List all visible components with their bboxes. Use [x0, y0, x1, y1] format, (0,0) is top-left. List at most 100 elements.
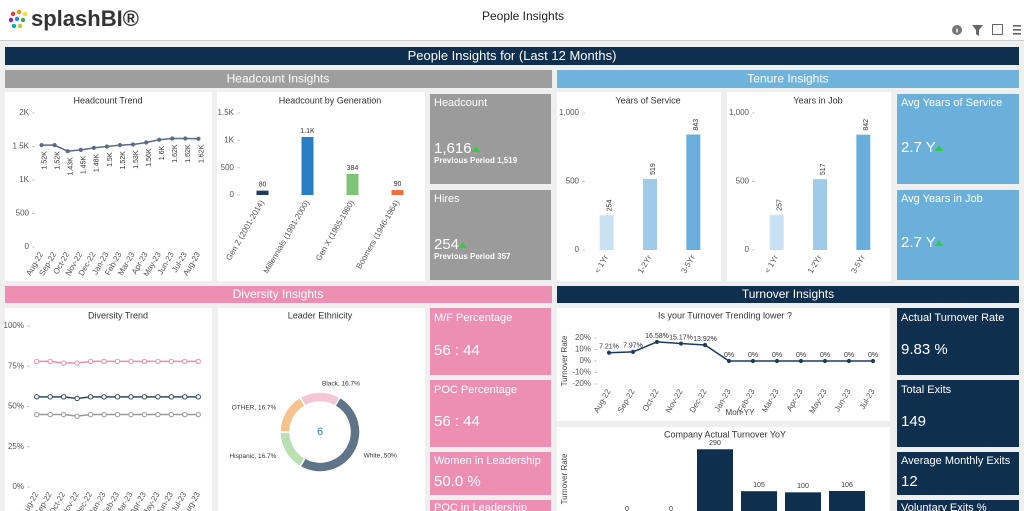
- kpi-card: [897, 452, 1019, 495]
- y-tick-label: 500: [221, 163, 235, 172]
- point: [128, 411, 134, 418]
- y-tick-label: 0%: [579, 356, 591, 365]
- kpi-value: 1,616: [434, 140, 472, 157]
- data-label: 0%: [844, 352, 854, 359]
- point: [750, 358, 756, 364]
- menu-icon[interactable]: [1013, 25, 1021, 35]
- bar: [856, 134, 871, 250]
- kpi-title: M/F Percentage: [434, 312, 512, 324]
- y-tick-label: 500: [566, 177, 580, 186]
- point: [91, 145, 96, 150]
- bar: [391, 190, 404, 195]
- data-label: 0%: [796, 352, 806, 359]
- page-title: People Insights: [482, 9, 564, 23]
- data-label: 1.52K: [54, 151, 61, 170]
- data-label: 843: [693, 119, 700, 131]
- point: [52, 143, 57, 148]
- y-tick-label: 0: [25, 242, 30, 251]
- slice-label: White, 50%: [364, 453, 397, 460]
- kpi-title: Avg Years of Service: [901, 97, 1002, 109]
- expand-icon[interactable]: [992, 24, 1003, 35]
- kpi-title: Avg Years in Job: [901, 193, 983, 205]
- section-header: [557, 70, 1019, 88]
- point: [47, 411, 53, 418]
- kpi-value: 56 : 44: [434, 413, 480, 430]
- data-label: 1.1K: [300, 128, 315, 135]
- data-label: 290: [709, 440, 721, 447]
- kpi-card: [430, 308, 551, 375]
- point: [60, 360, 67, 366]
- trend-up-icon: [935, 240, 943, 246]
- kpi-title: Hires: [434, 193, 460, 205]
- y-tick-label: 1.5K: [13, 142, 30, 151]
- kpi-title: Women in Leadership: [434, 455, 541, 467]
- point: [47, 394, 53, 400]
- kpi-value: 149: [901, 413, 926, 430]
- kpi-value: 50.0 %: [434, 473, 481, 490]
- y-tick-label: 0: [230, 190, 235, 199]
- y-axis-label: Turnover Rate: [560, 453, 569, 504]
- bar: [686, 134, 701, 250]
- kpi-title: Voluntary Exits %: [901, 502, 987, 511]
- point: [39, 143, 44, 148]
- point: [183, 136, 188, 141]
- kpi-card: [430, 380, 551, 447]
- point: [168, 358, 175, 365]
- panel: [218, 308, 425, 511]
- filter-icon[interactable]: [972, 25, 983, 36]
- kpi-card: [897, 94, 1019, 184]
- info-icon[interactable]: [952, 25, 962, 35]
- kpi-value: 12: [901, 473, 918, 490]
- section-title: Turnover Insights: [742, 287, 834, 301]
- data-label: 13.92%: [693, 336, 717, 343]
- banner: [5, 47, 1019, 65]
- point: [195, 394, 201, 400]
- header-bar: [0, 0, 1024, 40]
- point: [128, 394, 134, 400]
- section-header: [5, 70, 552, 88]
- point: [87, 394, 94, 400]
- chart-title: Diversity Trend: [88, 310, 148, 320]
- trend-up-icon: [459, 242, 467, 248]
- y-tick-label: 100%: [4, 321, 24, 330]
- y-tick-label: 0%: [12, 482, 24, 491]
- kpi-title: POC in Leadership: [434, 502, 527, 511]
- data-label: 0%: [772, 352, 782, 359]
- data-label: 0%: [820, 352, 830, 359]
- data-label: 105: [753, 482, 765, 489]
- kpi-title: Actual Turnover Rate: [901, 312, 1004, 324]
- data-label: 1.62K: [172, 144, 179, 163]
- y-tick-label: 2K: [19, 108, 29, 117]
- y-tick-label: 1K: [19, 175, 29, 184]
- logo-icon: [8, 9, 28, 29]
- point: [654, 339, 660, 345]
- point: [34, 394, 40, 400]
- point: [678, 341, 684, 346]
- point: [104, 144, 110, 149]
- data-label: 90: [394, 181, 402, 188]
- kpi-note: Previous Period 357: [434, 252, 511, 261]
- y-tick-label: -10%: [572, 368, 591, 377]
- point: [822, 358, 828, 364]
- section-title: Headcount Insights: [227, 72, 330, 86]
- data-label: 0%: [748, 352, 758, 359]
- kpi-title: POC Percentage: [434, 384, 517, 396]
- point: [870, 358, 876, 364]
- point: [141, 358, 148, 365]
- data-label: 1.48K: [94, 154, 101, 173]
- data-label: 0%: [724, 352, 734, 359]
- data-label: 1.56K: [146, 148, 153, 167]
- point: [630, 349, 636, 354]
- point: [606, 350, 612, 355]
- point: [774, 358, 780, 364]
- point: [65, 149, 70, 154]
- x-axis-label: Mon-YY: [726, 408, 756, 417]
- point: [74, 395, 80, 402]
- section-header: [5, 286, 552, 303]
- data-label: 0%: [868, 352, 878, 359]
- point: [144, 140, 149, 145]
- chart-title: Leader Ethnicity: [288, 310, 353, 320]
- kpi-title: Headcount: [434, 97, 487, 109]
- chart-title: Headcount Trend: [73, 95, 142, 105]
